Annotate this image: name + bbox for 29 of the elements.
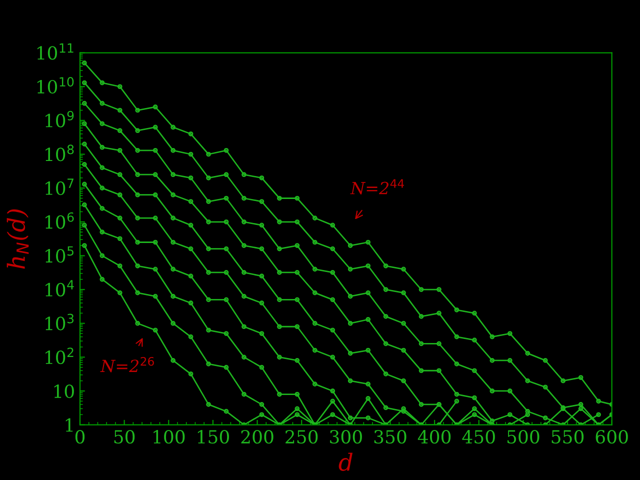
annotation: N=2$^{44}$ [350, 179, 404, 194]
x-tick-label: 100 [154, 430, 185, 444]
y-tick-label: 10$^{5}$ [46, 246, 74, 263]
x-axis-title: d [338, 452, 353, 471]
y-tick-label: 10$^{7}$ [46, 178, 74, 196]
x-tick-label: 500 [508, 430, 540, 444]
y-tick-label: 1 [66, 418, 73, 432]
x-tick-label: 600 [596, 430, 628, 444]
x-tick-label: 50 [114, 430, 135, 444]
x-tick-label: 150 [198, 430, 229, 444]
x-tick-label: 350 [374, 430, 406, 444]
y-axis-title: h$_{N}$(d) [6, 209, 29, 269]
y-tick-label: 10$^{2}$ [46, 348, 74, 364]
x-tick-label: 0 [75, 430, 85, 444]
x-tick-label: 550 [552, 430, 584, 444]
y-tick-label: 10$^{11}$ [37, 43, 74, 60]
y-tick-label: 10$^{6}$ [46, 212, 74, 229]
y-tick-label: 10$^{10}$ [37, 77, 74, 94]
x-tick-label: 200 [241, 430, 274, 444]
y-tick-label: 10$^{4}$ [46, 280, 74, 297]
x-tick-label: 300 [330, 430, 362, 444]
x-tick-label: 400 [418, 430, 451, 444]
y-tick-label: 10$^{8}$ [46, 144, 74, 162]
y-tick-label: 10 [54, 384, 74, 398]
y-tick-label: 10$^{9}$ [46, 110, 74, 128]
y-tick-label: 10$^{3}$ [46, 314, 74, 330]
x-tick-label: 250 [286, 430, 318, 444]
annotation: N=2$^{26}$ [100, 356, 154, 372]
x-tick-label: 450 [462, 430, 495, 444]
